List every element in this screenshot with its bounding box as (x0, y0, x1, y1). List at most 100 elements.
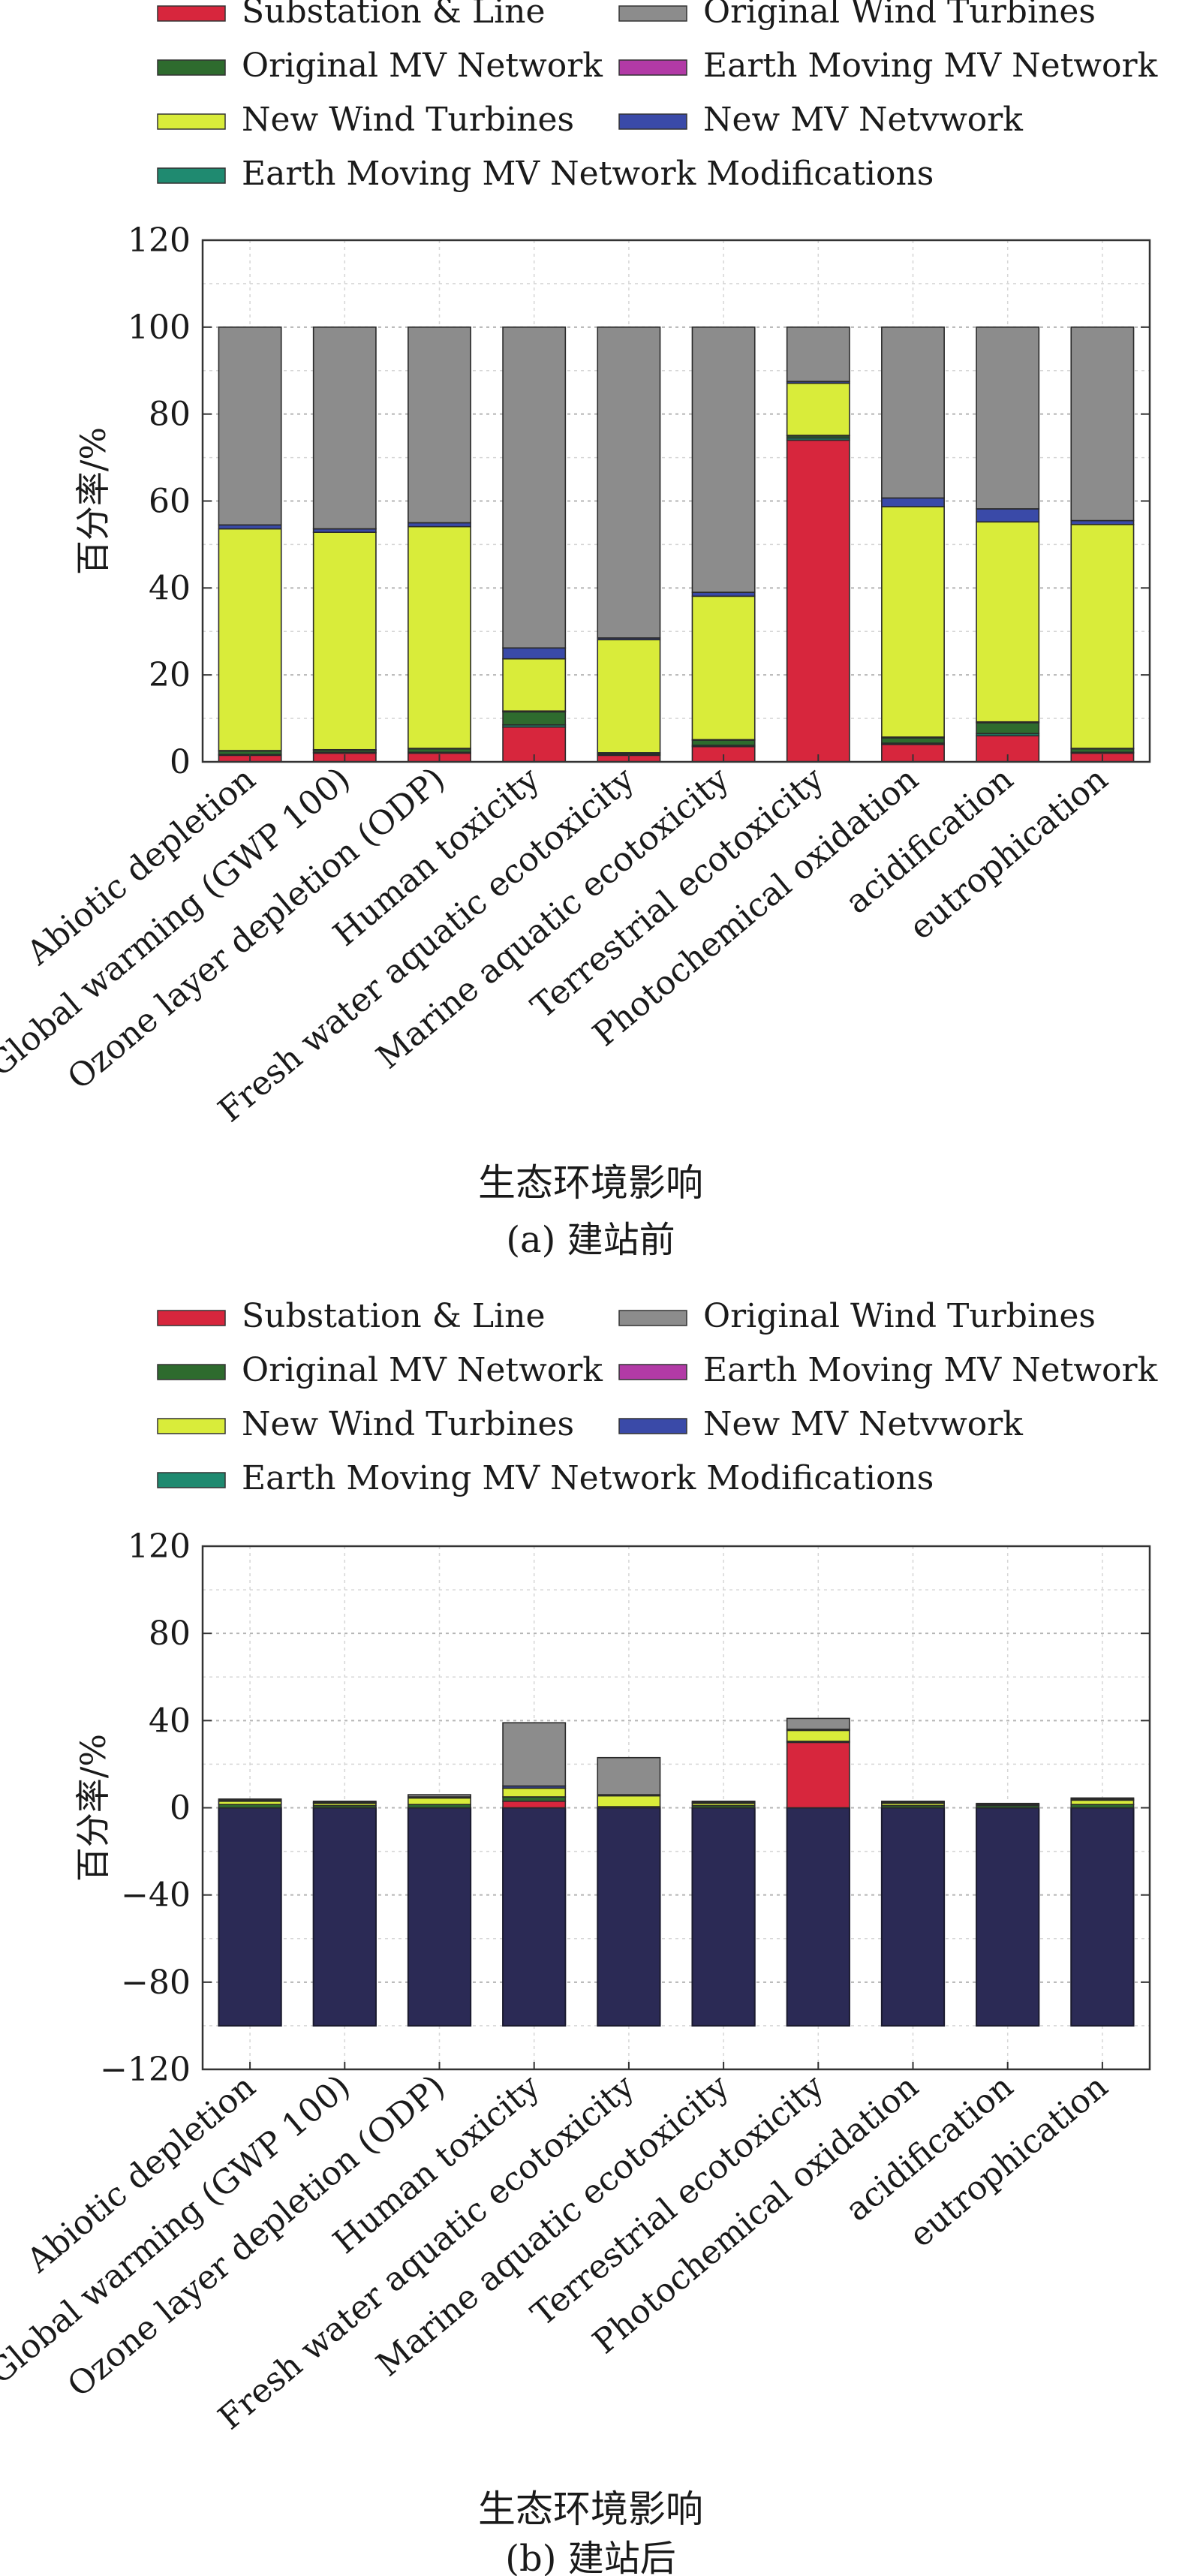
y-tick-label: −120 (100, 2051, 191, 2089)
legend-swatch-new-mv-netvwork (618, 1418, 687, 1434)
bar-segment-original-wind-turbines-ozone-layer-depletion-odp (408, 327, 471, 524)
bar-segment-original-wind-turbines-fresh-water-aquatic-ecotoxicity (597, 1756, 661, 1795)
chart-b: Substation & Line Original Wind Turbines O… (0, 1276, 1182, 2576)
chart-a: Substation & Line Original Wind Turbines O… (0, 0, 1182, 1276)
legend-label-new-wind-turbines: New Wind Turbines (242, 1405, 574, 1443)
legend-label-original-wind-turbines: Original Wind Turbines (703, 0, 1096, 31)
figure-caption: (b) 建站后 (505, 2538, 675, 2576)
legend-swatch-substation-line (157, 5, 226, 22)
y-tick-label: −40 (121, 1876, 191, 1915)
legend-label-substation-line: Substation & Line (242, 1297, 546, 1335)
y-tick-label: 40 (149, 1702, 191, 1740)
legend-swatch-earth-moving-mv-network (618, 1364, 687, 1380)
y-tick-label: 40 (149, 569, 191, 607)
bar-segment-original-wind-turbines-abiotic-depletion (218, 1798, 282, 1801)
bar-segment-new-wind-turbines-ozone-layer-depletion-odp (408, 525, 471, 749)
legend-label-substation-line: Substation & Line (242, 0, 546, 31)
bar-segment-new-wind-turbines-terrestrial-ecotoxicity (786, 382, 850, 436)
y-tick-label: 120 (128, 221, 191, 260)
y-tick-label: −80 (121, 1964, 191, 2002)
legend-label-new-mv-netvwork: New MV Netvwork (703, 1405, 1023, 1443)
bar-segment-new-wind-turbines-global-warming-gwp-100 (312, 531, 377, 751)
legend-label-earth-moving-mv-network: Earth Moving MV Network (703, 1351, 1158, 1389)
legend-swatch-earth-moving-mv-network (618, 59, 687, 76)
bar-segment-original-wind-turbines-photochemical-oxidation (881, 1800, 945, 1804)
bar-segment-substation-line-human-toxicity (502, 1800, 567, 1809)
legend-swatch-new-wind-turbines (157, 113, 226, 130)
bar-segment-new-mv-netvwork-photochemical-oxidation (881, 497, 945, 507)
legend-label-earth-moving-mv-network-modifications: Earth Moving MV Network Modifications (242, 1459, 934, 1497)
bar-segment-new-wind-turbines-terrestrial-ecotoxicity (786, 1729, 850, 1742)
bar-segment-new-wind-turbines-human-toxicity (502, 1787, 567, 1798)
bar-segment-original-wind-turbines-ozone-layer-depletion-odp (408, 1794, 471, 1798)
y-tick-label: 0 (170, 1789, 191, 1828)
bar-segment-original-mv-network-photochemical-oxidation (881, 737, 945, 744)
bar-segment-original-wind-turbines-abiotic-depletion (218, 327, 282, 526)
y-tick-label: 60 (149, 483, 191, 521)
legend-label-earth-moving-mv-network: Earth Moving MV Network (703, 47, 1158, 85)
bar-segment-negative-abiotic-depletion (218, 1807, 282, 2027)
bar-segment-new-wind-turbines-abiotic-depletion (218, 528, 282, 751)
bar-segment-original-wind-turbines-fresh-water-aquatic-ecotoxicity (597, 327, 661, 639)
y-axis-label: 百分率/% (73, 1734, 113, 1882)
bar-segment-negative-terrestrial-ecotoxicity (786, 1807, 850, 2027)
legend-swatch-original-mv-network (157, 1364, 226, 1380)
chart-a-svg: Substation & Line Original Wind Turbines O… (0, 0, 1158, 1261)
bar-segment-original-wind-turbines-human-toxicity (502, 327, 567, 649)
legend-swatch-original-wind-turbines (618, 1310, 687, 1326)
legend-swatch-earth-moving-mv-network-modifications (157, 1472, 226, 1488)
legend-label-original-wind-turbines: Original Wind Turbines (703, 1297, 1096, 1335)
chart-b-svg: Substation & Line Original Wind Turbines O… (0, 1297, 1158, 2576)
y-tick-label: 100 (128, 308, 191, 347)
legend-swatch-new-wind-turbines (157, 1418, 226, 1434)
bar-segment-substation-line-terrestrial-ecotoxicity (786, 439, 850, 763)
legend-swatch-earth-moving-mv-network-modifications (157, 167, 226, 184)
bar-segment-original-wind-turbines-photochemical-oxidation (881, 327, 945, 499)
bar-segment-negative-marine-aquatic-ecotoxicity (691, 1807, 756, 2027)
bar-segment-original-wind-turbines-acidification (976, 327, 1040, 510)
bar-segment-new-wind-turbines-eutrophication (1070, 1799, 1135, 1805)
bar-segment-original-mv-network-acidification (976, 722, 1040, 735)
bar-segment-negative-fresh-water-aquatic-ecotoxicity (597, 1807, 661, 2027)
legend-label-original-mv-network: Original MV Network (242, 47, 603, 85)
bar-segment-negative-ozone-layer-depletion-odp (407, 1807, 472, 2027)
bar-segment-new-mv-netvwork-human-toxicity (502, 647, 567, 660)
bar-segment-original-mv-network-human-toxicity (502, 711, 567, 726)
legend-swatch-original-mv-network (157, 59, 226, 76)
bar-segment-new-wind-turbines-photochemical-oxidation (881, 506, 945, 738)
bar-segment-original-wind-turbines-eutrophication (1070, 327, 1135, 522)
legend-label-earth-moving-mv-network-modifications: Earth Moving MV Network Modifications (242, 155, 934, 193)
y-tick-label: 0 (170, 743, 191, 781)
bar-segment-negative-eutrophication (1070, 1807, 1135, 2027)
legend-label-original-mv-network: Original MV Network (242, 1351, 603, 1389)
bar-segment-new-wind-turbines-acidification (976, 521, 1040, 723)
bar-segment-original-wind-turbines-terrestrial-ecotoxicity (786, 1717, 850, 1730)
bar-segment-substation-line-terrestrial-ecotoxicity (786, 1741, 850, 1809)
bar-segment-negative-photochemical-oxidation (880, 1807, 946, 2027)
bar-segment-new-wind-turbines-ozone-layer-depletion-odp (408, 1797, 471, 1805)
bar-segment-original-mv-network-marine-aquatic-ecotoxicity (691, 739, 756, 746)
bar-segment-original-mv-network-human-toxicity (502, 1796, 567, 1802)
legend-label-new-mv-netvwork: New MV Netvwork (703, 101, 1023, 139)
legend-swatch-original-wind-turbines (618, 5, 687, 22)
figure-caption: (a) 建站前 (506, 1219, 675, 1261)
bar-segment-new-wind-turbines-fresh-water-aquatic-ecotoxicity (597, 1795, 661, 1807)
bar-segment-new-wind-turbines-eutrophication (1070, 523, 1135, 749)
x-axis-label: 生态环境影响 (478, 2487, 703, 2531)
y-tick-label: 80 (149, 396, 191, 434)
bar-segment-new-wind-turbines-marine-aquatic-ecotoxicity (691, 595, 756, 741)
x-axis-label: 生态环境影响 (478, 1161, 703, 1205)
y-tick-label: 80 (149, 1615, 191, 1653)
bar-segment-original-wind-turbines-global-warming-gwp-100 (312, 327, 377, 530)
bar-segment-original-wind-turbines-marine-aquatic-ecotoxicity (691, 327, 756, 593)
bar-segment-original-wind-turbines-human-toxicity (502, 1722, 567, 1787)
legend-label-new-wind-turbines: New Wind Turbines (242, 101, 574, 139)
y-axis-label: 百分率/% (73, 427, 113, 575)
bar-segment-original-wind-turbines-terrestrial-ecotoxicity (786, 327, 850, 383)
y-tick-label: 120 (128, 1527, 191, 1566)
bar-segment-negative-human-toxicity (502, 1807, 567, 2027)
bar-segment-new-wind-turbines-fresh-water-aquatic-ecotoxicity (597, 639, 661, 754)
y-tick-label: 20 (149, 656, 191, 694)
bar-segment-original-wind-turbines-global-warming-gwp-100 (312, 1800, 377, 1804)
bar-segment-negative-global-warming-gwp-100 (312, 1807, 377, 2027)
